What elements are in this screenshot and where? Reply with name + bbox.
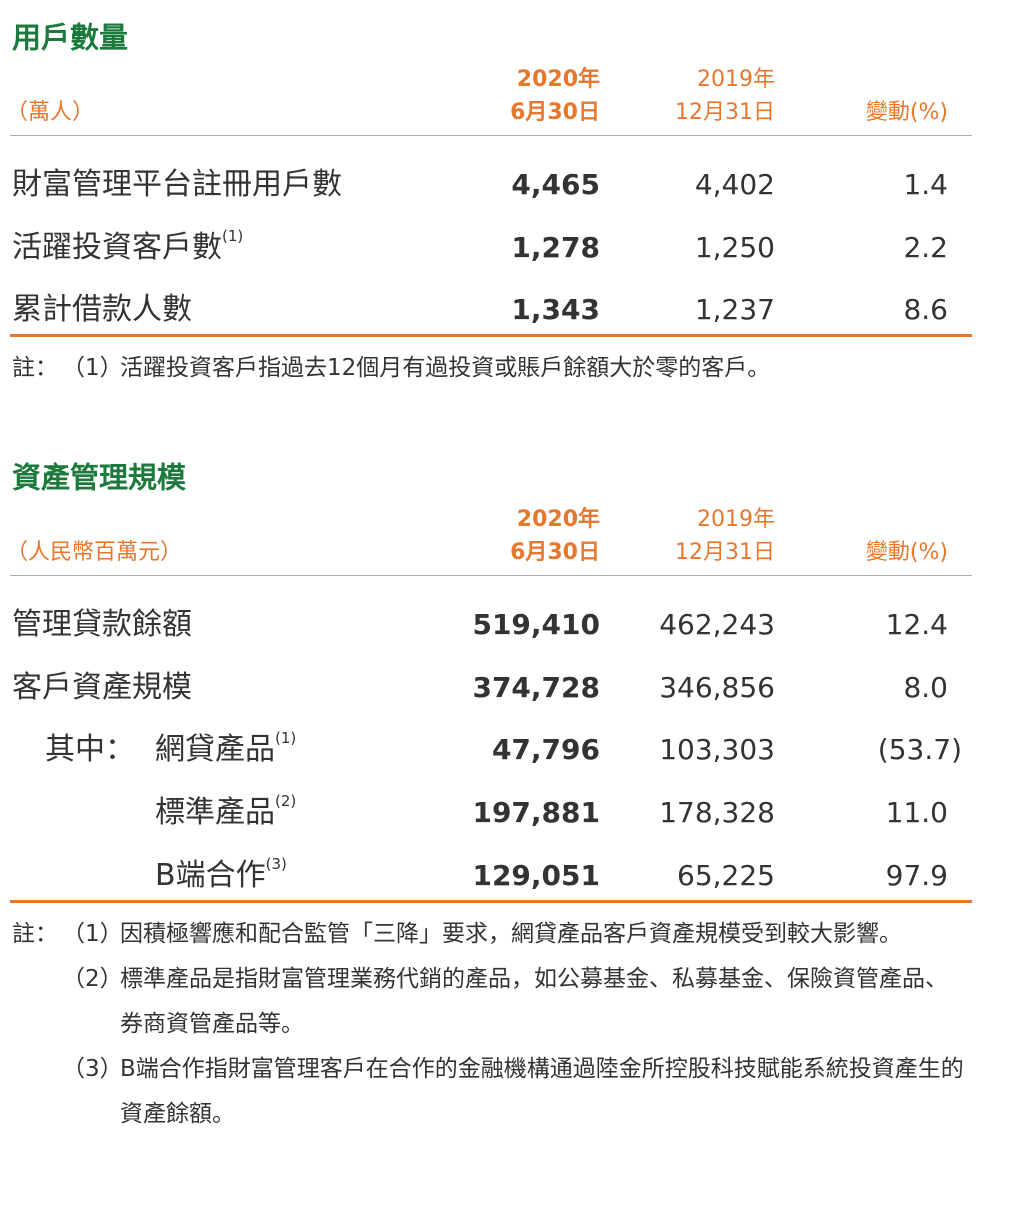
note: （3） B端合作指財富管理客戶在合作的金融機構通過陸金所控股科技賦能系統投資產生的… — [12, 1047, 972, 1137]
cell-value: 519,410 — [472, 608, 600, 641]
column-header: 變動(%) — [865, 540, 948, 565]
cell-value: 97.9 — [885, 858, 948, 892]
row-label: 標準產品(2) — [155, 794, 296, 831]
row-label: 累計借款人數 — [12, 295, 192, 325]
footnote-ref: (3) — [265, 854, 287, 873]
row-prefix: 其中： — [45, 732, 135, 768]
note: 註： （1） 因積極響應和配合監管「三降」要求，網貸產品客戶資產規模受到較大影響。 — [12, 912, 972, 957]
note: （2） 標準產品是指財富管理業務代銷的產品，如公募基金、私募基金、保險資管產品、券… — [12, 957, 972, 1047]
cell-value: 8.6 — [903, 293, 948, 327]
cell-value: 1,237 — [694, 293, 775, 327]
cell-value: 2.2 — [903, 230, 948, 264]
cell-value: 1,250 — [694, 230, 775, 264]
cell-value: 197,881 — [472, 796, 600, 830]
note-text: 活躍投資客戶指過去12個月有過投資或賬戶餘額大於零的客戶。 — [120, 355, 771, 382]
note: 註： （1） 活躍投資客戶指過去12個月有過投資或賬戶餘額大於零的客戶。 — [12, 346, 972, 391]
notes: 註： （1） 活躍投資客戶指過去12個月有過投資或賬戶餘額大於零的客戶。 — [12, 346, 972, 391]
row-label-text: 累計借款人數 — [12, 292, 192, 328]
note-text: B端合作指財富管理客戶在合作的金融機構通過陸金所控股科技賦能系統投資產生的資產餘… — [120, 1055, 964, 1127]
row-label-text: 標準產品 — [155, 795, 275, 831]
footnote-ref: (1) — [222, 226, 244, 245]
row-label: B端合作(3) — [155, 856, 287, 893]
note-marker: （1） — [62, 355, 123, 382]
note-marker: （3） — [62, 1055, 123, 1082]
cell-value: 65,225 — [677, 858, 775, 892]
footnote-ref: (2) — [275, 792, 297, 811]
notes: 註： （1） 因積極響應和配合監管「三降」要求，網貸產品客戶資產規模受到較大影響。（… — [12, 912, 972, 1137]
note-prefix — [12, 1047, 62, 1137]
row-label-text: 財富管理平台註冊用戶數 — [12, 167, 342, 202]
header-rule — [10, 575, 972, 576]
cell-value: 346,856 — [659, 670, 775, 704]
column-header: 12月31日 — [675, 100, 775, 125]
row-label: 客戶資產規模 — [12, 669, 192, 705]
column-header: 2019年 — [697, 507, 775, 532]
column-header: 6月30日 — [510, 100, 600, 125]
cell-value: (53.7) — [877, 733, 962, 767]
row-label-text: 管理貸款餘額 — [12, 607, 192, 642]
note-prefix: 註： — [12, 355, 58, 382]
note-text: 因積極響應和配合監管「三降」要求，網貸產品客戶資產規模受到較大影響。 — [120, 920, 902, 947]
row-label: 管理貸款餘額 — [12, 610, 192, 640]
table-rule — [10, 899, 972, 903]
row-label: 活躍投資客戶數(1) — [12, 228, 243, 265]
footnote-ref: (1) — [275, 729, 297, 748]
row-label: 網貸產品(1) — [155, 731, 296, 768]
cell-value: 47,796 — [491, 733, 600, 767]
column-header: 2020年 — [516, 67, 600, 92]
cell-value: 462,243 — [659, 608, 775, 641]
cell-value: 8.0 — [903, 670, 948, 704]
row-label-text: B端合作 — [155, 857, 266, 893]
cell-value: 1.4 — [903, 168, 948, 201]
cell-value: 1,343 — [511, 293, 600, 327]
row-label-text: 網貸產品 — [155, 732, 275, 768]
cell-value: 103,303 — [659, 733, 775, 767]
header-rule — [10, 135, 972, 136]
section-title: 資產管理規模 — [12, 460, 187, 495]
note-text: 標準產品是指財富管理業務代銷的產品，如公募基金、私募基金、保險資管產品、券商資管… — [120, 965, 948, 1037]
cell-value: 178,328 — [659, 796, 775, 830]
cell-value: 129,051 — [472, 858, 600, 892]
cell-value: 374,728 — [472, 670, 600, 704]
cell-value: 11.0 — [885, 796, 948, 830]
note-prefix: 註： — [12, 920, 58, 947]
column-header: 2020年 — [516, 507, 600, 532]
column-header: 變動(%) — [865, 100, 948, 125]
section-title: 用戶數量 — [12, 20, 129, 55]
note-prefix — [12, 957, 62, 1047]
row-label: 財富管理平台註冊用戶數 — [12, 170, 342, 200]
column-header: 12月31日 — [675, 540, 775, 565]
table-rule — [10, 334, 972, 338]
cell-value: 12.4 — [885, 608, 948, 641]
row-label-text: 客戶資產規模 — [12, 669, 192, 705]
cell-value: 1,278 — [511, 230, 600, 264]
unit-label: （萬人） — [6, 100, 95, 125]
column-header: 2019年 — [697, 67, 775, 92]
row-label-text: 活躍投資客戶數 — [12, 229, 222, 265]
cell-value: 4,465 — [511, 168, 600, 201]
note-marker: （2） — [62, 965, 123, 992]
note-marker: （1） — [62, 920, 123, 947]
cell-value: 4,402 — [694, 168, 775, 201]
column-header: 6月30日 — [510, 540, 600, 565]
unit-label: （人民幣百萬元） — [6, 540, 183, 565]
